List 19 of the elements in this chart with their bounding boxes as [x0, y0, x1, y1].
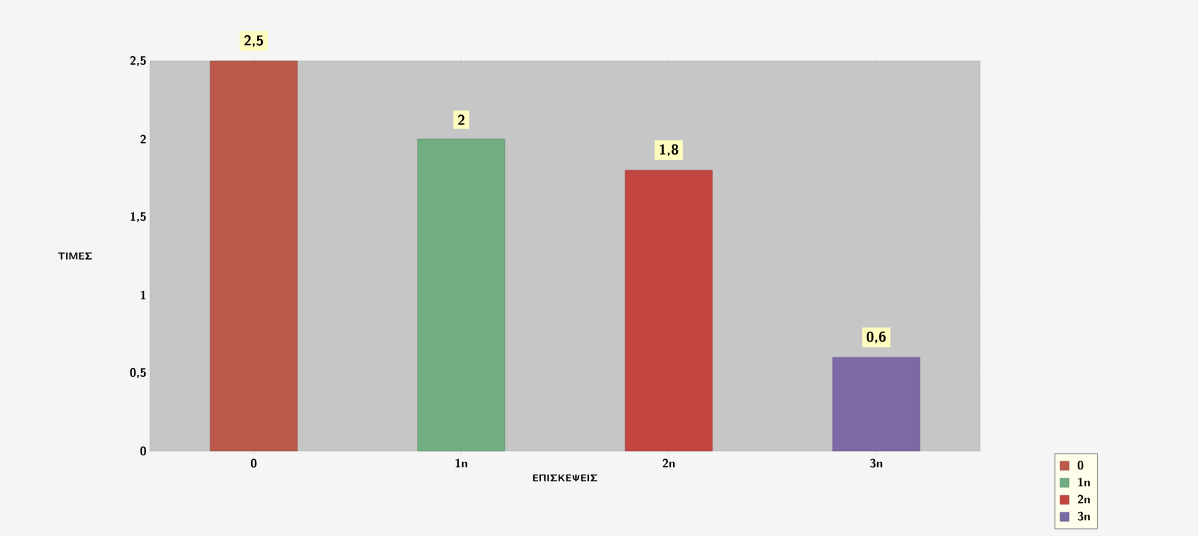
legend-label: 3n	[1077, 511, 1090, 521]
y-tick-label: 0	[140, 446, 146, 456]
legend-label: 2n	[1077, 494, 1090, 504]
y-tick-label: 2	[140, 134, 146, 144]
data-label: 2	[457, 114, 465, 125]
y-tick-label: 1	[140, 290, 146, 300]
x-tick-label: 0	[250, 458, 257, 468]
y-tick-label: 2,5	[130, 56, 146, 66]
y-tick-label: 1,5	[130, 212, 146, 222]
x-tick-label: 3n	[870, 458, 883, 468]
x-axis-title: ΕΠΙΣΚΕΨΕΙΣ	[533, 474, 598, 482]
y-tick-label: 0,5	[130, 368, 146, 378]
x-tick-label: 1n	[455, 458, 468, 468]
x-tick-label: 2n	[662, 458, 675, 468]
data-label: 1,8	[659, 144, 679, 157]
y-axis-title: ΤΙΜΕΣ	[58, 252, 92, 260]
data-label: 0,6	[866, 331, 886, 344]
legend-label: 1n	[1078, 477, 1090, 487]
data-label: 2,5	[244, 35, 264, 47]
